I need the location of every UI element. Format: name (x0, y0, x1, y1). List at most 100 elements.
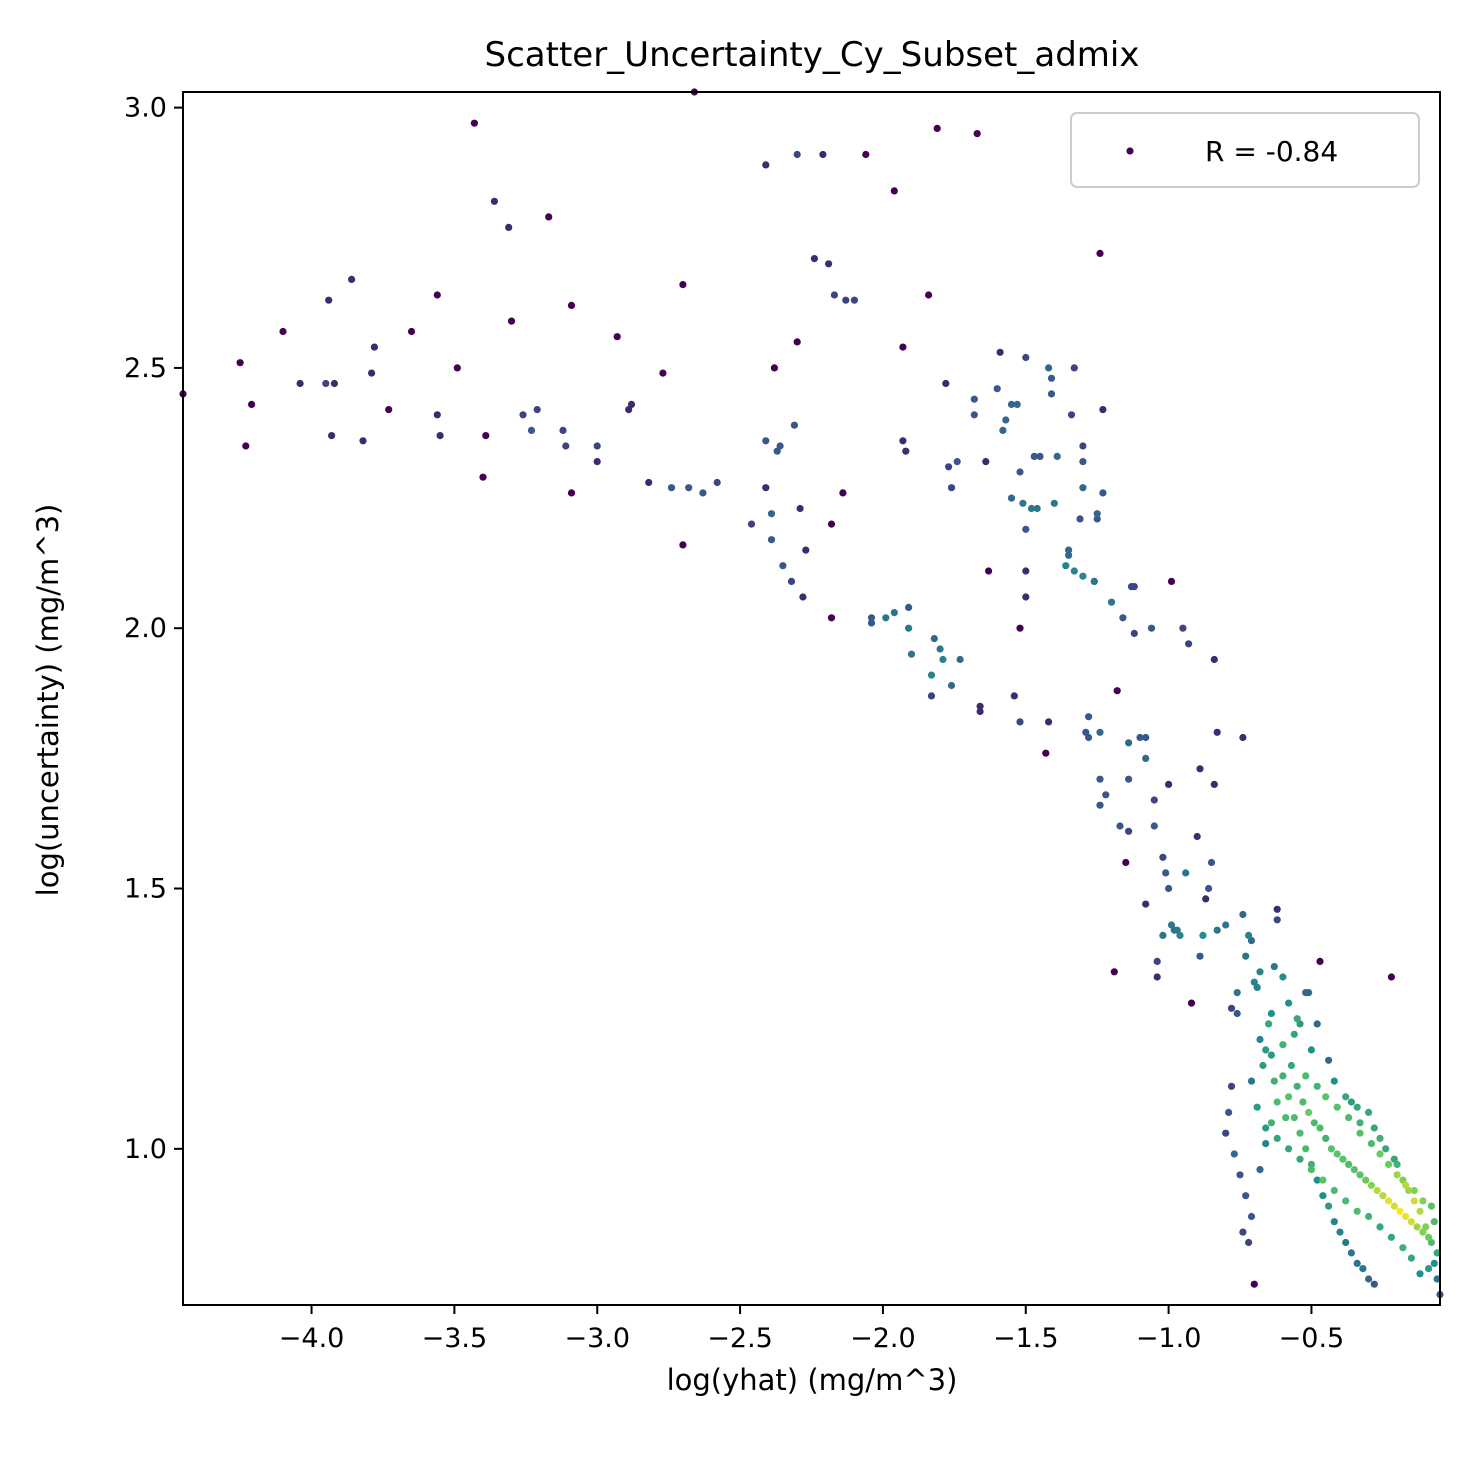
scatter-point (787, 577, 796, 586)
scatter-point (970, 411, 978, 419)
scatter-point (1142, 733, 1150, 742)
y-tick-label: 1.0 (124, 1134, 167, 1165)
scatter-point (925, 291, 933, 299)
scatter-point (370, 343, 378, 351)
legend-label: R = -0.84 (1205, 135, 1338, 168)
x-tick-label: −0.5 (1279, 1323, 1345, 1354)
scatter-point (905, 603, 913, 612)
scatter-point (1267, 1051, 1275, 1059)
scatter-point (1385, 1160, 1393, 1168)
scatter-point (1125, 739, 1133, 747)
scatter-point (1410, 1197, 1418, 1205)
scatter-point (999, 426, 1007, 434)
scatter-point (433, 411, 441, 419)
scatter-point (1222, 1129, 1230, 1137)
scatter-point (1356, 1129, 1364, 1137)
scatter-point (1413, 1223, 1421, 1231)
scatter-point (1125, 827, 1133, 835)
scatter-point (436, 432, 444, 440)
x-tick-label: −4.0 (279, 1323, 345, 1354)
scatter-point (1062, 562, 1070, 570)
scatter-point (1107, 598, 1116, 606)
scatter-point (1419, 1228, 1427, 1236)
scatter-point (1262, 1124, 1270, 1132)
scatter-point (867, 614, 876, 622)
scatter-point (1045, 364, 1053, 372)
scatter-point (1185, 640, 1193, 648)
scatter-point (1196, 952, 1204, 960)
scatter-point (1367, 1140, 1375, 1148)
scatter-point (930, 635, 938, 643)
scatter-point (1239, 910, 1247, 919)
scatter-point (1282, 1114, 1290, 1122)
scatter-point (645, 478, 653, 487)
scatter-point (1347, 1098, 1355, 1106)
scatter-point (1290, 1114, 1298, 1122)
scatter-point (1307, 1046, 1315, 1054)
scatter-point (1110, 968, 1118, 976)
legend-box (1070, 112, 1420, 188)
scatter-point (1387, 973, 1395, 981)
scatter-point (679, 281, 687, 289)
scatter-point (1022, 525, 1030, 533)
scatter-point (1273, 916, 1281, 924)
scatter-point (1247, 1212, 1256, 1221)
scatter-point (790, 421, 799, 429)
scatter-point (1165, 780, 1173, 789)
scatter-point (659, 369, 667, 377)
scatter-point (1296, 1155, 1304, 1163)
scatter-point (762, 161, 770, 169)
scatter-point (942, 379, 950, 388)
scatter-point (976, 702, 984, 710)
scatter-point (1247, 1077, 1256, 1085)
scatter-point (1142, 900, 1150, 908)
scatter-point (1256, 1166, 1264, 1174)
scatter-point (1356, 1119, 1364, 1127)
scatter-point (956, 655, 964, 664)
scatter-point (1019, 499, 1027, 507)
scatter-point (1325, 1202, 1333, 1210)
points-layer (179, 88, 1444, 1299)
scatter-point (902, 447, 910, 455)
scatter-point (1179, 624, 1187, 632)
x-tick-label: −3.0 (564, 1323, 630, 1354)
scatter-point (1430, 1259, 1438, 1267)
scatter-point (1093, 510, 1101, 518)
scatter-point (1313, 1082, 1321, 1090)
scatter-point (1290, 1030, 1298, 1038)
scatter-point (1325, 1056, 1333, 1064)
scatter-point (667, 484, 676, 492)
scatter-point (1022, 567, 1030, 575)
scatter-point (1259, 1061, 1267, 1070)
scatter-point (1362, 1176, 1370, 1184)
scatter-point (799, 593, 807, 601)
scatter-point (1096, 728, 1104, 736)
scatter-point (1305, 1108, 1313, 1116)
scatter-point (1330, 1218, 1338, 1226)
scatter-point (1113, 687, 1121, 695)
scatter-point (1353, 1103, 1361, 1111)
scatter-point (1227, 1004, 1236, 1012)
scatter-point (1250, 1280, 1258, 1288)
scatter-point (1410, 1186, 1418, 1195)
scatter-point (1345, 1160, 1353, 1168)
scatter-point (1376, 1150, 1384, 1158)
scatter-point (507, 317, 516, 325)
scatter-point (1210, 780, 1218, 789)
scatter-point (1233, 989, 1241, 997)
y-axis-ticks: 1.0 1.5 2.0 2.5 3.0 (124, 93, 183, 1165)
scatter-point (1207, 858, 1216, 867)
scatter-point (1273, 1098, 1281, 1106)
scatter-point (1285, 1145, 1293, 1153)
scatter-point (825, 260, 833, 268)
scatter-point (762, 484, 770, 492)
scatter-point (1122, 858, 1130, 867)
scatter-point (1356, 1171, 1364, 1179)
scatter-point (802, 546, 810, 554)
scatter-point (996, 348, 1004, 356)
scatter-point (899, 437, 907, 445)
scatter-point (1419, 1197, 1427, 1205)
scatter-point (1382, 1145, 1390, 1153)
scatter-point (953, 458, 961, 466)
scatter-point (1379, 1192, 1387, 1200)
